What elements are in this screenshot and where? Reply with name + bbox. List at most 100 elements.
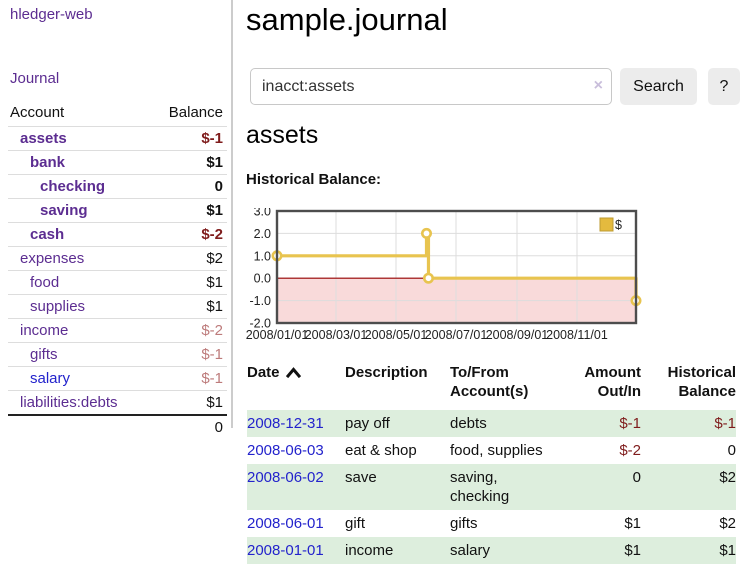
account-balance: $1 (149, 150, 227, 175)
account-row: bank $1 (8, 150, 227, 175)
account-link[interactable]: expenses (20, 250, 85, 267)
clear-search-icon[interactable]: × (593, 77, 603, 94)
sort-ascending-icon (285, 367, 301, 379)
svg-text:2008/01/01: 2008/01/01 (246, 328, 309, 342)
transaction-date-cell: 2008-06-02 (247, 464, 345, 510)
register-header-amount: Amount Out/In (584, 364, 641, 400)
account-row: food $1 (8, 270, 227, 295)
transaction-accounts-cell: food, supplies (450, 442, 543, 459)
svg-text:3.0: 3.0 (254, 208, 271, 219)
accounts-total-value: 0 (149, 414, 227, 439)
accounts-total-row: 0 (8, 414, 227, 439)
help-button[interactable]: ? (708, 68, 740, 105)
account-balance: $-1 (149, 342, 227, 367)
account-link[interactable]: saving (40, 202, 88, 219)
transaction-description-cell: gift (345, 515, 366, 532)
transaction-description-cell: pay off (345, 415, 390, 432)
transaction-amount-cell: $1 (624, 542, 641, 559)
transaction-accounts-cell: debts (450, 415, 487, 432)
register-header-accounts: To/From Account(s) (450, 364, 529, 400)
transaction-row: 2008-06-02 save saving, checking 0 $2 (247, 464, 736, 510)
transaction-balance-cell: 0 (727, 442, 736, 459)
transaction-balance-cell: $-1 (714, 415, 736, 432)
transaction-date-link[interactable]: 2008-01-01 (247, 542, 324, 559)
svg-text:1.0: 1.0 (254, 249, 271, 263)
transaction-amount-cell: $-2 (619, 442, 641, 459)
search-bar: × Search ? (250, 68, 740, 105)
accounts-header-account: Account (10, 104, 65, 121)
svg-text:2008/09/01: 2008/09/01 (486, 328, 549, 342)
transaction-amount-cell: 0 (632, 469, 641, 486)
transaction-date-link[interactable]: 2008-06-01 (247, 515, 324, 532)
chart-title: Historical Balance: (246, 171, 382, 188)
svg-text:2.0: 2.0 (254, 227, 271, 241)
transaction-date-cell: 2008-06-01 (247, 510, 345, 537)
account-link[interactable]: food (30, 274, 60, 291)
svg-text:2008/05/01: 2008/05/01 (365, 328, 428, 342)
register-header-description: Description (345, 364, 428, 381)
transaction-amount-cell: $1 (624, 515, 641, 532)
accounts-table: Account Balance assets $-1 bank $1 checking 0… (8, 101, 227, 439)
svg-text:-2.0: -2.0 (249, 317, 271, 331)
svg-text:-1.0: -1.0 (249, 294, 271, 308)
svg-text:2008/03/01: 2008/03/01 (305, 328, 368, 342)
account-link[interactable]: salary (30, 370, 71, 387)
transaction-balance-cell: $1 (719, 542, 736, 559)
account-link[interactable]: bank (30, 154, 66, 171)
account-row: saving $1 (8, 198, 227, 223)
account-row: supplies $1 (8, 294, 227, 319)
account-balance: $-1 (149, 366, 227, 391)
account-link[interactable]: gifts (30, 346, 58, 363)
svg-text:2008/11/01: 2008/11/01 (546, 328, 608, 342)
accounts-header-balance: Balance (168, 104, 223, 121)
transaction-date-link[interactable]: 2008-06-02 (247, 469, 324, 486)
account-link[interactable]: liabilities:debts (20, 394, 118, 411)
transaction-amount-cell: $-1 (619, 415, 641, 432)
svg-text:0.0: 0.0 (254, 272, 271, 286)
transaction-accounts-cell: salary (450, 542, 491, 559)
account-balance: $1 (149, 294, 227, 319)
account-row: income $-2 (8, 318, 227, 343)
transaction-date-link[interactable]: 2008-12-31 (247, 415, 324, 432)
account-balance: $1 (149, 270, 227, 295)
register-header-balance: Historical Balance (667, 364, 736, 400)
account-balance: $1 (149, 390, 227, 415)
chart-svg: $3.0 2.0 1.0 0.0 -1.0 -2.02008/01/012008/03/0… (246, 205, 642, 342)
search-input[interactable] (250, 68, 612, 105)
transaction-row: 2008-06-01 gift gifts $1 $2 (247, 510, 736, 537)
account-balance: $2 (149, 246, 227, 271)
page-title: sample.journal (246, 2, 448, 37)
register-header-date[interactable]: Date (247, 361, 345, 410)
account-link[interactable]: supplies (30, 298, 86, 315)
svg-text:2008/07/01: 2008/07/01 (425, 328, 488, 342)
account-link[interactable]: income (20, 322, 69, 339)
account-row: salary $-1 (8, 366, 227, 391)
transaction-balance-cell: $2 (719, 515, 736, 532)
account-row: assets $-1 (8, 126, 227, 151)
account-row: liabilities:debts $1 (8, 390, 227, 415)
sidebar-divider (231, 0, 233, 428)
account-balance: $-2 (149, 222, 227, 247)
svg-text:$: $ (615, 218, 622, 232)
search-button[interactable]: Search (620, 68, 697, 105)
transaction-accounts-cell: gifts (450, 515, 478, 532)
account-balance: 0 (149, 174, 227, 199)
account-row: expenses $2 (8, 246, 227, 271)
transaction-date-cell: 2008-01-01 (247, 537, 345, 564)
transaction-row: 2008-01-01 income salary $1 $1 (247, 537, 736, 564)
account-link[interactable]: cash (30, 226, 65, 243)
sidebar-item-journal[interactable]: Journal (10, 70, 60, 87)
account-link[interactable]: assets (20, 130, 67, 147)
transaction-date-link[interactable]: 2008-06-03 (247, 442, 324, 459)
transaction-row: 2008-06-03 eat & shop food, supplies $-2 0 (247, 437, 736, 464)
account-row: cash $-2 (8, 222, 227, 247)
account-heading: assets (246, 121, 319, 149)
register-panel: Date Description To/From Account(s) Amount Ou… (247, 361, 736, 564)
account-balance: $1 (149, 198, 227, 223)
transaction-date-cell: 2008-12-31 (247, 410, 345, 437)
account-row: gifts $-1 (8, 342, 227, 367)
app-title-link[interactable]: hledger-web (10, 6, 93, 23)
accounts-panel: Account Balance assets $-1 bank $1 checking 0… (8, 101, 227, 439)
account-link[interactable]: checking (40, 178, 106, 195)
transaction-row: 2008-12-31 pay off debts $-1 $-1 (247, 410, 736, 437)
